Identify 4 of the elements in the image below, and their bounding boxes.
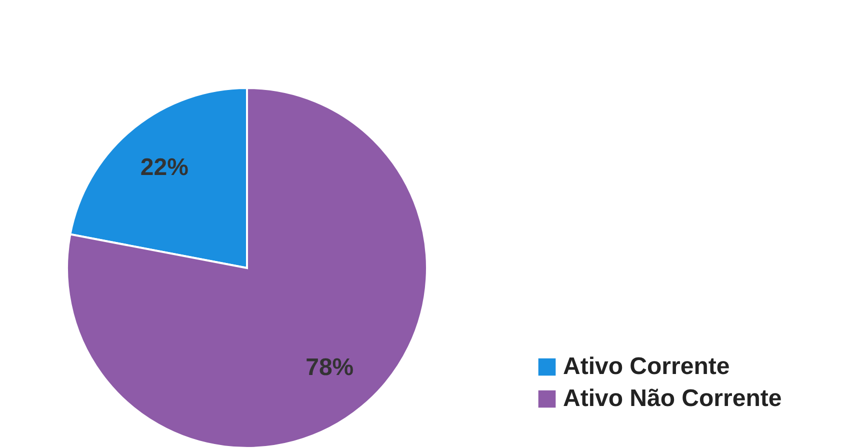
legend-label: Ativo Corrente — [563, 353, 730, 380]
legend-label: Ativo Não Corrente — [563, 385, 782, 412]
data-label: 78% — [306, 354, 354, 381]
data-label: 22% — [140, 154, 188, 182]
